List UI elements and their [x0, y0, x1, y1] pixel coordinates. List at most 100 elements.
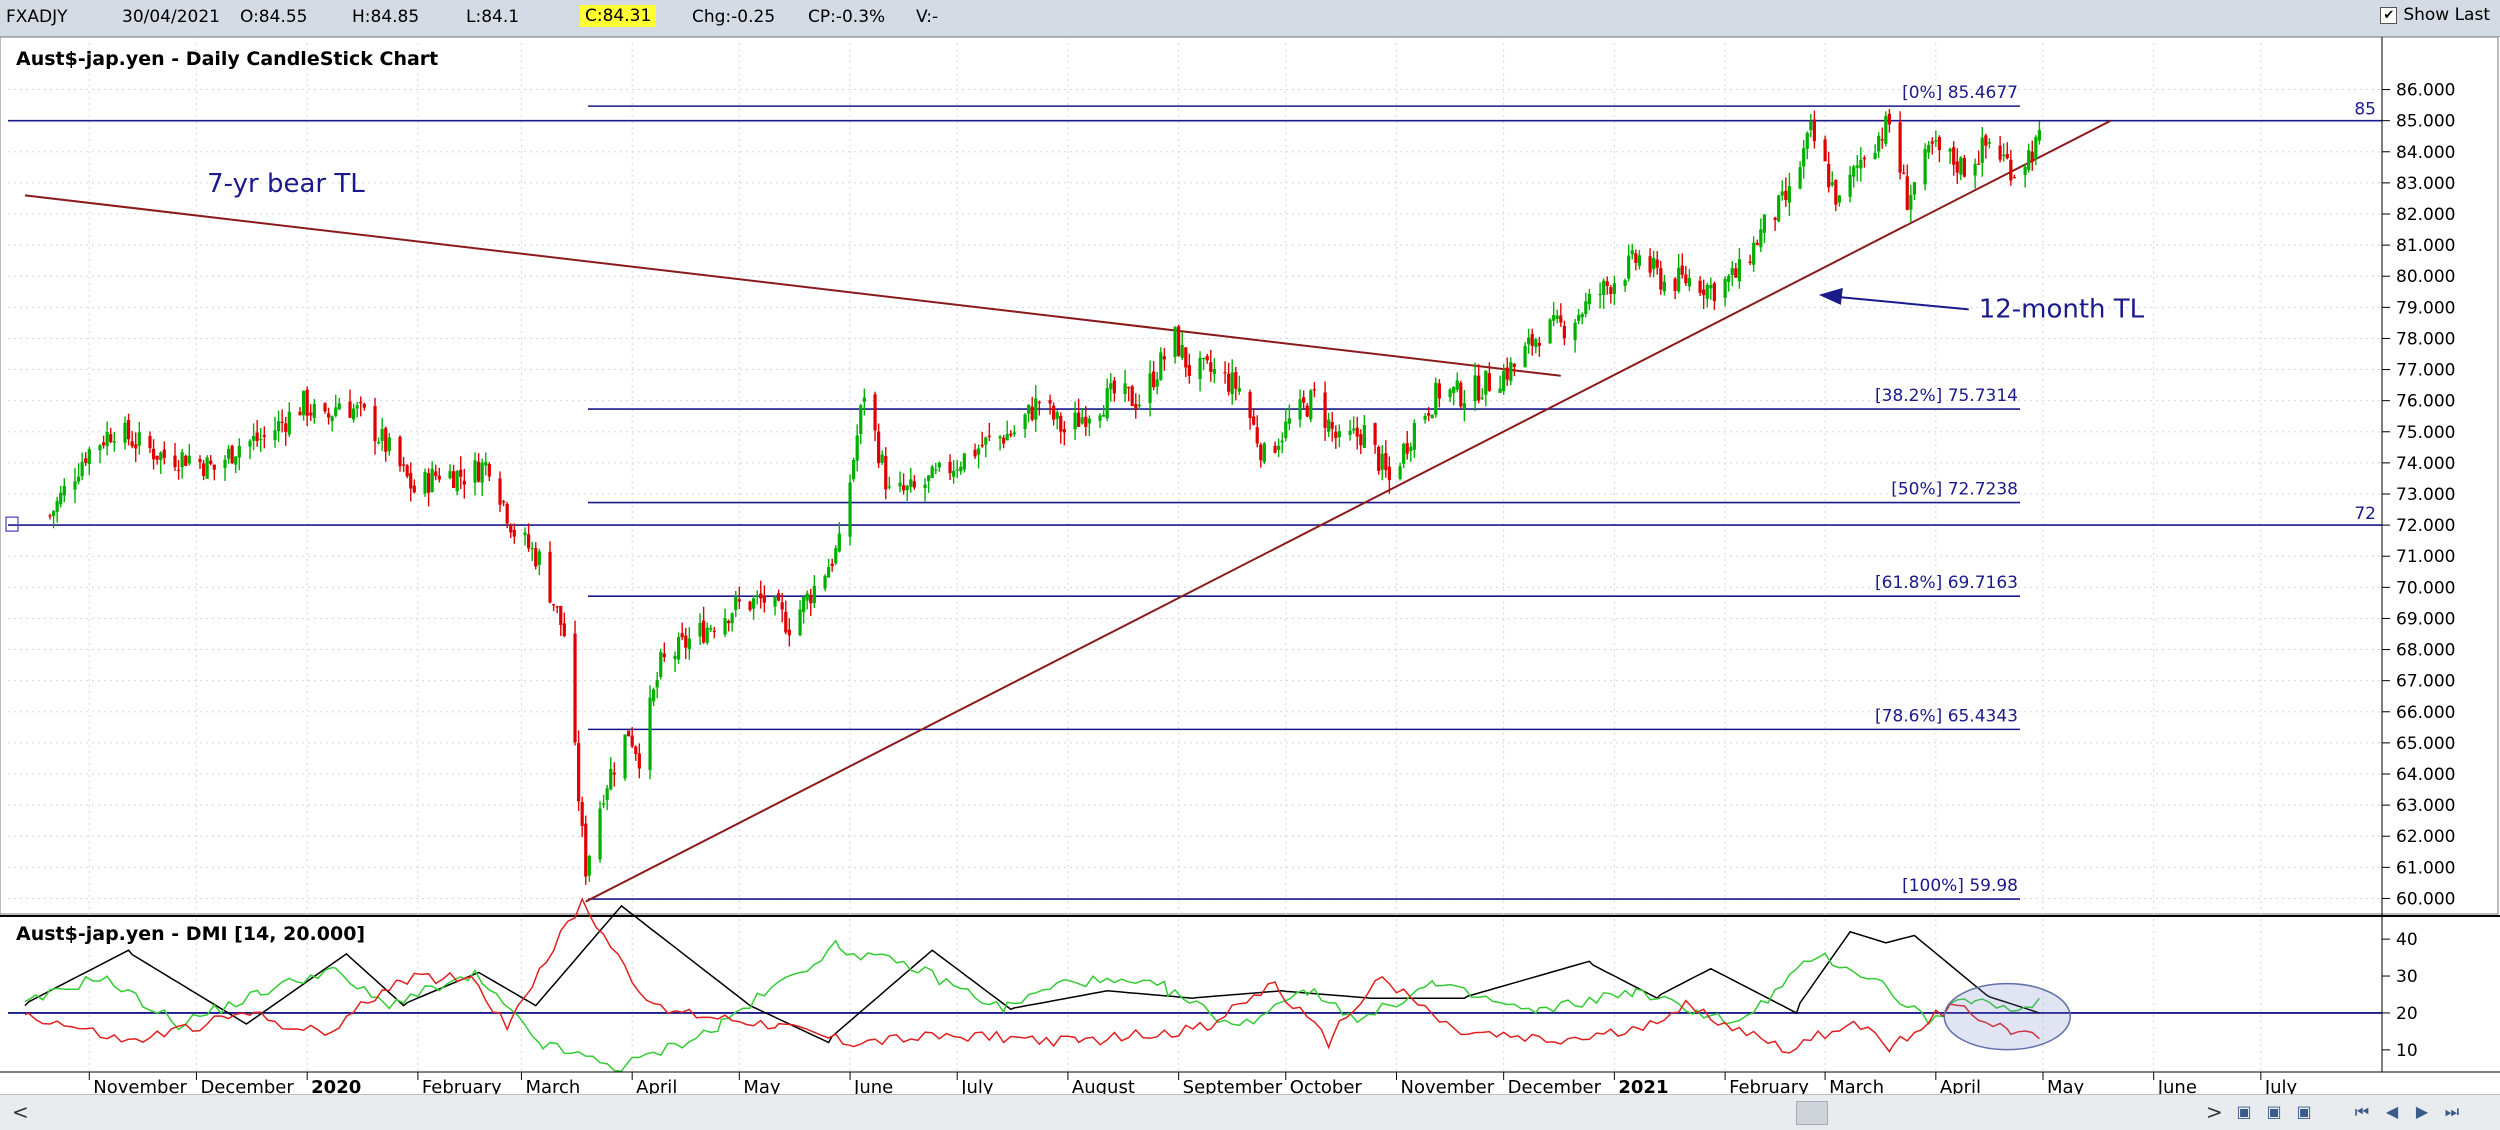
month-label: December	[1508, 1077, 1602, 1094]
open-value: O:84.55	[240, 7, 308, 27]
dmi-series	[8, 896, 2382, 1072]
candle-body	[1434, 382, 1438, 415]
candle-body	[1580, 313, 1584, 318]
candle-body	[1159, 352, 1163, 380]
fib-levels: [0%] 85.4677 [38.2%] 75.7314 [50%] 72.7238…	[588, 83, 2020, 900]
candle-body	[1727, 275, 1731, 282]
candle-body	[684, 635, 688, 648]
price-tick-label: 64.000	[2396, 765, 2455, 785]
candle-body	[2027, 150, 2031, 170]
fib-label: [50%] 72.7238	[1891, 480, 2018, 500]
candle-body	[484, 461, 488, 466]
scroll-last-icon[interactable]: ⏭	[2444, 1102, 2460, 1121]
candle-body	[605, 788, 609, 800]
candle-body	[848, 482, 852, 537]
candle-body	[1798, 167, 1802, 189]
dmi-line-adx	[24, 904, 2040, 1044]
candle-body	[1055, 412, 1059, 419]
candle-body	[123, 422, 127, 443]
candle-body	[2005, 153, 2009, 159]
scroll-thumb[interactable]	[1796, 1101, 1828, 1125]
candle-body	[1480, 397, 1484, 399]
price-tick-label: 83.000	[2396, 174, 2455, 194]
horizontal-scrollbar[interactable]: < > ▣ ▣ ▣ ⏮ ◀ ▶ ⏭	[0, 1094, 2500, 1130]
scroll-right-icon[interactable]: >	[2206, 1100, 2223, 1124]
candle-body	[1334, 431, 1338, 438]
candle-body	[1709, 284, 1713, 289]
candle-body	[1030, 406, 1034, 420]
scroll-back-icon[interactable]: ◀	[2385, 1102, 2399, 1121]
candle-body	[1455, 380, 1459, 390]
candle-body	[312, 403, 316, 418]
candle-body	[998, 436, 1002, 439]
zoom-fit-icon[interactable]: ▣	[2296, 1102, 2312, 1121]
show-last-toggle[interactable]: ✔ Show Last	[2380, 5, 2490, 25]
candle-body	[537, 551, 541, 565]
candle-body	[1327, 419, 1331, 432]
candle-body	[573, 633, 577, 743]
candle-body	[1173, 327, 1177, 358]
candle-body	[1462, 403, 1466, 409]
candle-body	[1562, 325, 1566, 339]
candle-body	[973, 449, 977, 457]
price-tick-label: 82.000	[2396, 205, 2455, 225]
grid-lines	[0, 37, 2500, 1072]
fib-label: [100%] 59.98	[1902, 876, 2018, 896]
candle-body	[1755, 242, 1759, 246]
candle-body	[398, 436, 402, 467]
candle-body	[1987, 142, 1992, 144]
month-label: March	[1829, 1077, 1884, 1094]
candle-body	[1934, 140, 1938, 142]
candle-body	[273, 430, 277, 441]
candle-body	[637, 753, 641, 769]
candle-body	[1877, 135, 1881, 152]
candle-body	[455, 471, 459, 492]
candle-body	[884, 456, 888, 490]
show-last-checkbox[interactable]: ✔	[2380, 6, 2398, 24]
zoom-in-icon[interactable]: ▣	[2236, 1102, 2252, 1121]
arrow-shaft	[1836, 295, 1969, 311]
candle-body	[530, 548, 534, 550]
zoom-out-icon[interactable]: ▣	[2266, 1102, 2282, 1121]
candle-body	[523, 532, 527, 536]
candle-body	[1902, 172, 1906, 174]
chart-area[interactable]: [0%] 85.4677 [38.2%] 75.7314 [50%] 72.7238…	[0, 37, 2500, 1094]
candle-body	[1427, 413, 1431, 416]
dmi-tick-label: 20	[2396, 1004, 2418, 1024]
candle-body	[1955, 161, 1959, 173]
volume-value: V:-	[916, 7, 939, 27]
candle-body	[212, 464, 216, 470]
month-label: July	[960, 1077, 994, 1094]
candle-body	[187, 455, 191, 464]
candle-body	[362, 403, 366, 408]
price-tick-label: 60.000	[2396, 889, 2455, 909]
candle-body	[1073, 412, 1077, 430]
candle-body	[1737, 259, 1741, 282]
candle-body	[1359, 434, 1363, 446]
candle-body	[137, 432, 141, 446]
candle-body	[655, 680, 659, 688]
scroll-first-icon[interactable]: ⏮	[2354, 1102, 2370, 1121]
candle-body	[48, 515, 52, 517]
change-value: Chg:-0.25	[692, 7, 776, 27]
scroll-forward-icon[interactable]: ▶	[2415, 1102, 2429, 1121]
candle-body	[1734, 268, 1738, 278]
scroll-left-icon[interactable]: <	[12, 1100, 29, 1124]
candle-body	[534, 548, 538, 567]
candle-body	[1598, 293, 1602, 296]
candle-body	[1655, 259, 1659, 268]
candle-body	[898, 482, 902, 487]
candle-body	[87, 449, 91, 465]
candle-body	[1477, 375, 1481, 401]
candle-body	[280, 421, 284, 423]
candle-body	[1005, 434, 1009, 441]
candle-body	[1498, 388, 1502, 394]
candle-body	[555, 606, 559, 608]
candle-body	[337, 403, 341, 410]
candle-body	[323, 403, 327, 412]
candle-body	[2009, 159, 2013, 181]
candle-body	[1930, 141, 1934, 144]
month-label: April	[1940, 1077, 1981, 1094]
candle-body	[852, 459, 856, 480]
candle-body	[1959, 157, 1963, 175]
